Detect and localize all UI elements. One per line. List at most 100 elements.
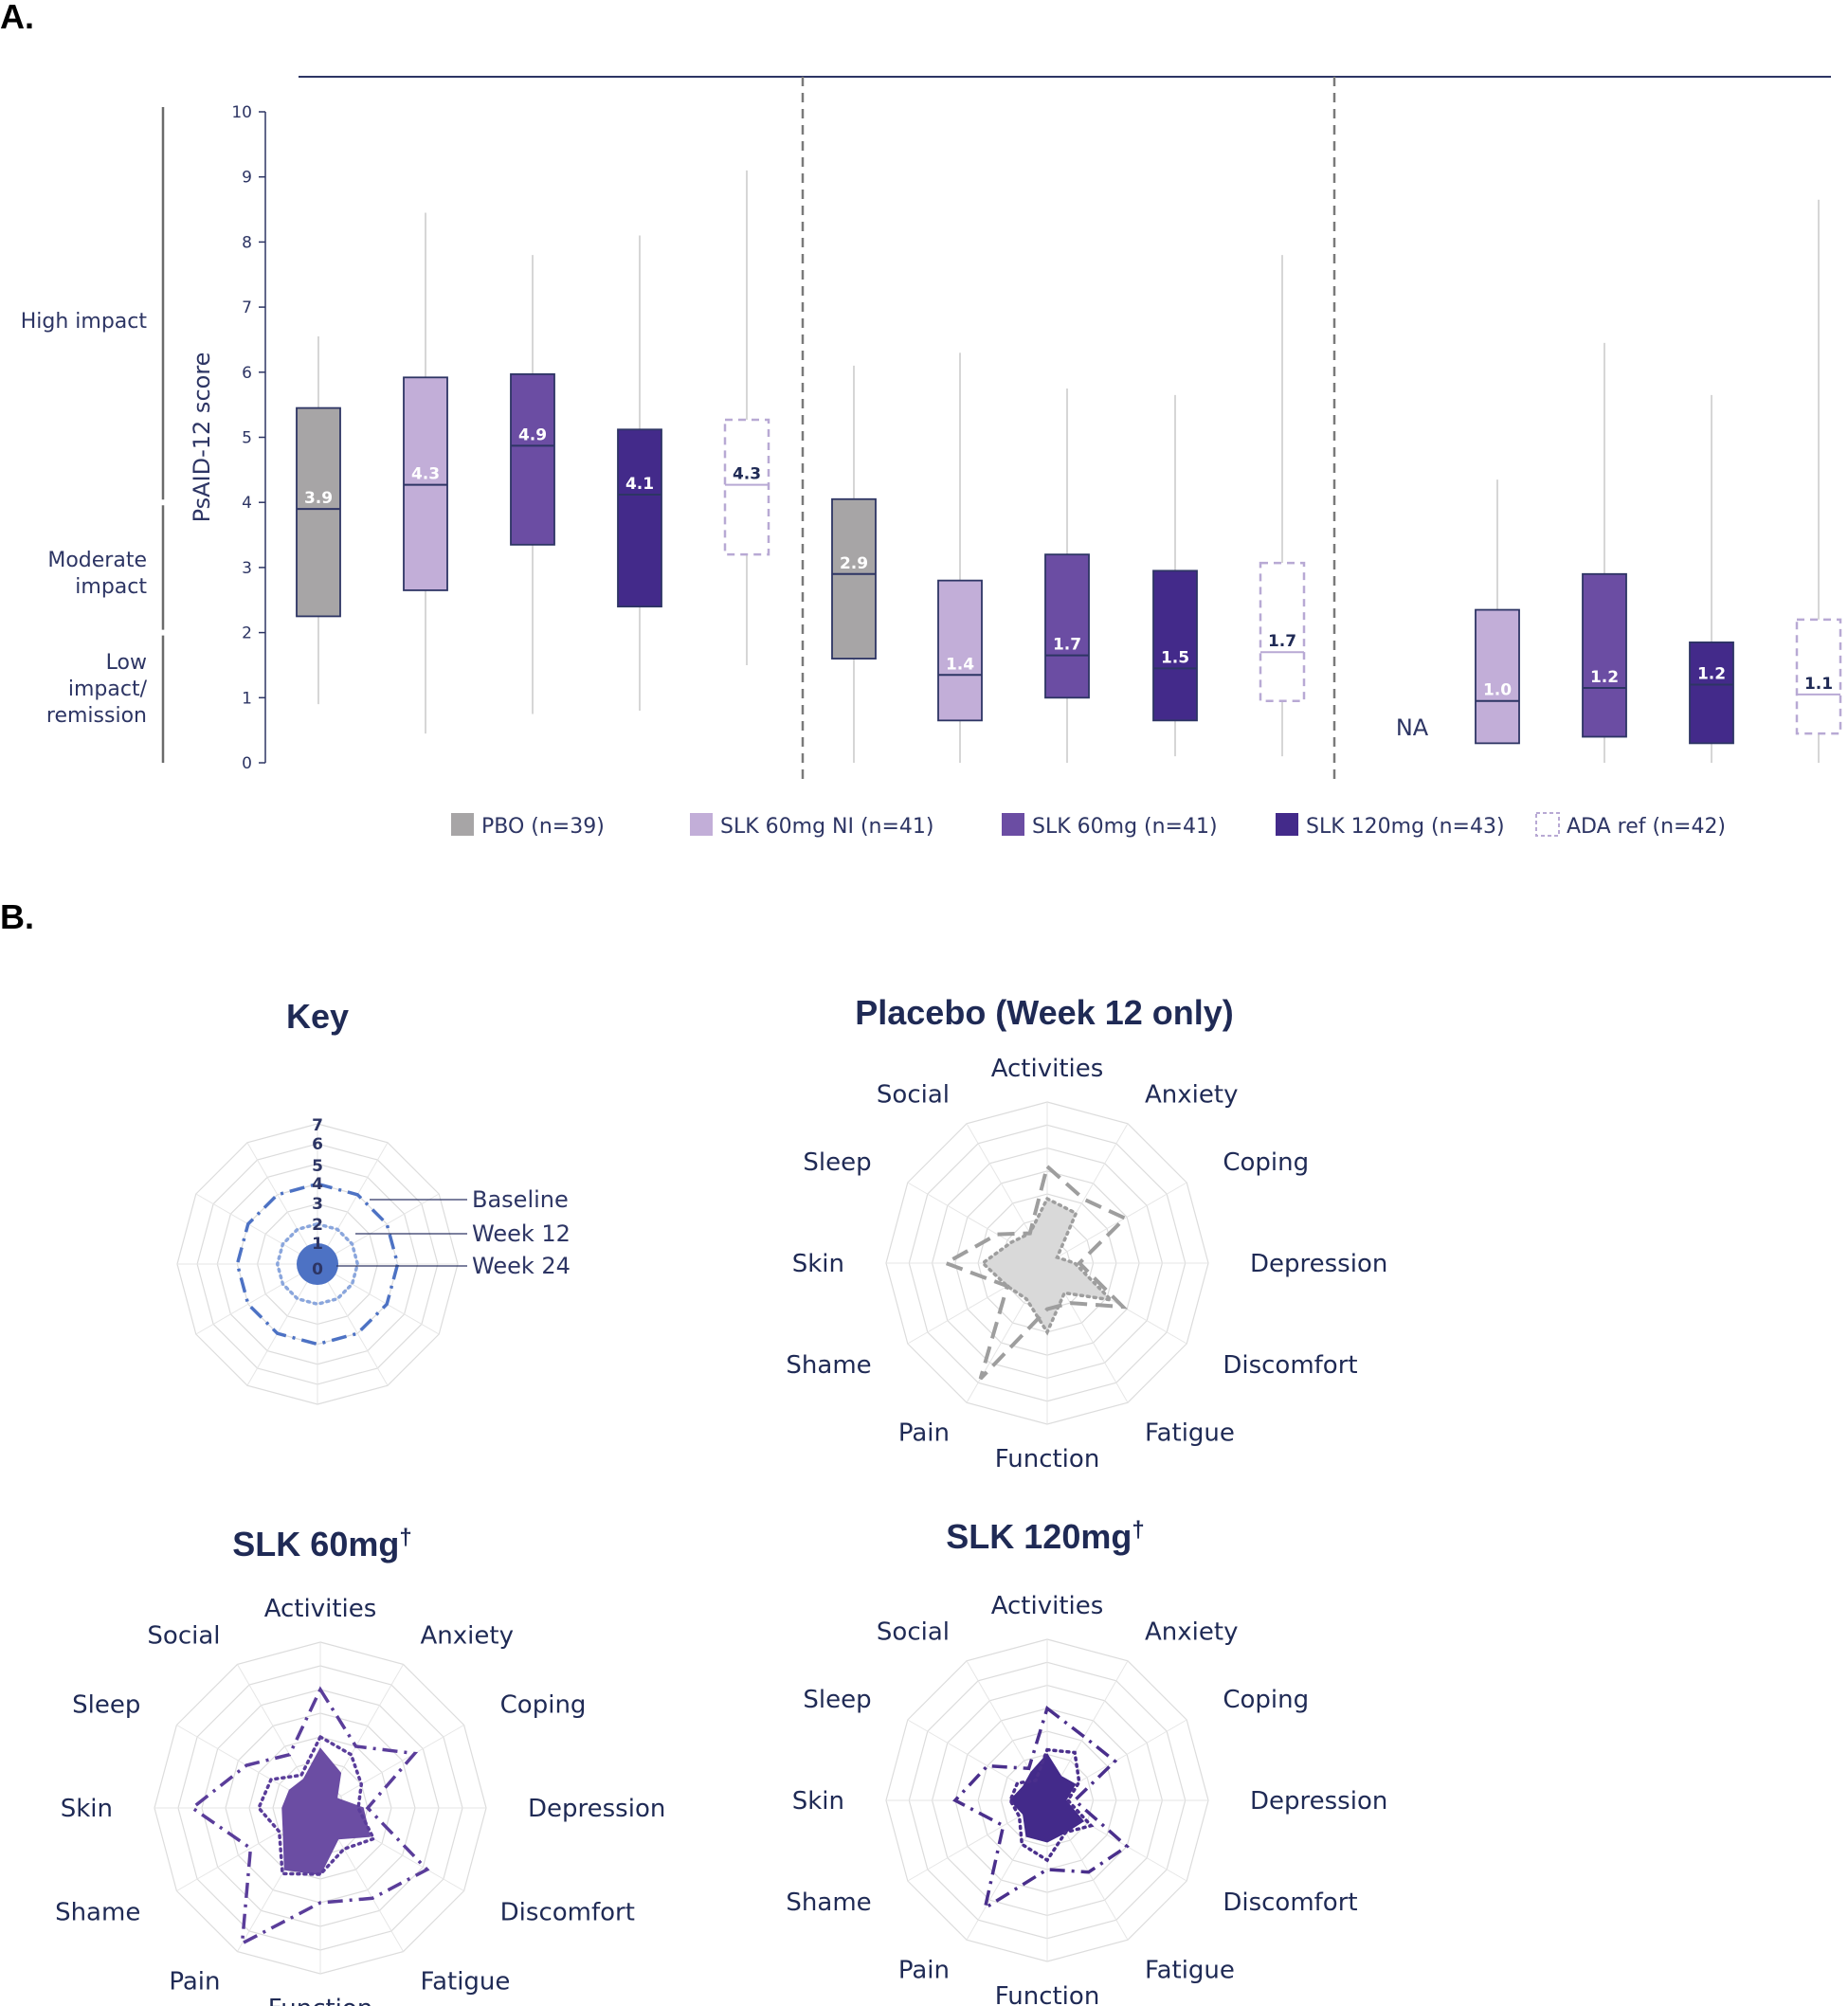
radar-axis-label: Shame xyxy=(786,1351,871,1380)
radar-spoke xyxy=(317,1263,389,1386)
box-iqr xyxy=(510,372,555,546)
y-tick-label: 9 xyxy=(242,169,252,188)
radar-series xyxy=(980,1196,1116,1336)
key-entry-label: Week 24 xyxy=(472,1253,571,1279)
radar-spoke xyxy=(246,1263,318,1386)
radar-spoke xyxy=(195,1193,318,1265)
y-tick-label: 1 xyxy=(242,689,252,708)
box-median-label: 4.1 xyxy=(625,475,654,494)
box-iqr xyxy=(1259,561,1306,702)
radar-axis-label: Fatigue xyxy=(421,1968,511,1997)
box-iqr xyxy=(831,497,877,660)
legend-label: ADA ref (n=42) xyxy=(1567,815,1726,839)
radar-axis-label: Anxiety xyxy=(421,1621,514,1650)
radar-axis-label: Pain xyxy=(898,1956,950,1984)
key-ring-series xyxy=(275,1221,360,1307)
legend-label: SLK 120mg (n=43) xyxy=(1306,815,1505,839)
y-tick-label: 2 xyxy=(242,624,252,643)
box-median-label: 3.9 xyxy=(304,489,333,508)
legend-swatch xyxy=(451,813,474,836)
legend-swatch xyxy=(1276,813,1298,836)
radar-title: Placebo (Week 12 only) xyxy=(855,993,1233,1032)
box-median-label: 1.0 xyxy=(1483,681,1512,700)
radar-axis-label: Activities xyxy=(991,1055,1104,1083)
radar-axis-label: Pain xyxy=(169,1968,220,1997)
box-iqr xyxy=(1689,642,1734,745)
radar-axis-label: Skin xyxy=(792,1787,844,1816)
key-entry-label: Week 12 xyxy=(472,1220,571,1247)
key-ring-label: 4 xyxy=(312,1175,323,1194)
radar-series xyxy=(1008,1747,1095,1863)
legend-swatch xyxy=(1535,812,1560,837)
impact-band-label: High impact xyxy=(21,310,148,334)
impact-band-label: impact xyxy=(75,575,147,599)
box-median-label: 4.3 xyxy=(411,465,440,484)
key-ring-label: 2 xyxy=(312,1216,323,1235)
box-median-label: 1.7 xyxy=(1268,632,1296,651)
box-iqr xyxy=(1582,572,1627,738)
box-iqr xyxy=(1044,553,1090,699)
legend-label: SLK 60mg (n=41) xyxy=(1032,815,1218,839)
box-iqr xyxy=(617,428,662,608)
key-week24-marker xyxy=(297,1243,338,1285)
radar-axis-label: Sleep xyxy=(72,1691,140,1720)
na-label: NA xyxy=(1396,714,1429,741)
radar-axis-label: Activities xyxy=(991,1592,1104,1620)
box-median-label: 4.9 xyxy=(518,425,547,444)
radar-axis-label: Anxiety xyxy=(1145,1618,1238,1647)
radar-axis-label: Social xyxy=(147,1621,220,1650)
key-ring-label: 3 xyxy=(312,1195,323,1214)
radar-axis-label: Depression xyxy=(1250,1787,1387,1816)
impact-band-label: impact/ xyxy=(68,678,148,701)
key-ring-label: 5 xyxy=(312,1157,323,1176)
radar-axis-label: Skin xyxy=(61,1795,113,1823)
radar-title: SLK 60mg† xyxy=(232,1525,411,1563)
radar-axis-label: Anxiety xyxy=(1145,1081,1238,1110)
radar-spoke xyxy=(319,1725,464,1809)
radar-axis-label: Skin xyxy=(792,1250,844,1278)
box-median-label: 1.2 xyxy=(1590,668,1619,687)
radar-axis-label: Sleep xyxy=(803,1686,871,1714)
boxplot-chart: 0 1 2 3 4 5 6 7 8 9 10 PsAID-12 score High impact Mod… xyxy=(21,76,1842,839)
radar-axis-label: Fatigue xyxy=(1145,1419,1235,1447)
box-median-label: 1.5 xyxy=(1161,648,1189,667)
panel-a-label: A. xyxy=(0,0,34,36)
box-iqr xyxy=(403,376,448,591)
radar-axis-label: Shame xyxy=(55,1899,140,1927)
key-ring-label: 0 xyxy=(312,1260,323,1279)
radar-spoke xyxy=(317,1263,440,1335)
radar-series xyxy=(952,1705,1130,1912)
key-ring-label: 6 xyxy=(312,1135,323,1154)
legend-swatch xyxy=(690,813,713,836)
impact-band-label: Low xyxy=(106,651,147,675)
box-median-label: 4.3 xyxy=(733,465,761,484)
radar-axis-label: Discomfort xyxy=(500,1899,635,1927)
radar-axis-label: Discomfort xyxy=(1223,1351,1357,1380)
radar-axis-label: Function xyxy=(995,1445,1100,1473)
radar-axis-label: Social xyxy=(877,1618,950,1647)
legend-label: SLK 60mg NI (n=41) xyxy=(720,815,934,839)
y-tick-label: 7 xyxy=(242,298,252,317)
radar-slk120-chart: SLK 120mg† Activities Anxiety Coping Depress… xyxy=(786,1517,1387,2006)
radar-spoke xyxy=(317,1142,389,1265)
box-iqr xyxy=(296,407,341,618)
radar-title: SLK 120mg† xyxy=(946,1517,1144,1556)
radar-axis-label: Coping xyxy=(500,1691,587,1720)
radar-spoke xyxy=(317,1193,440,1265)
box-median-label: 1.7 xyxy=(1053,636,1081,655)
box-iqr xyxy=(937,579,983,722)
y-tick-label: 10 xyxy=(231,103,252,122)
radar-series xyxy=(1009,1753,1085,1843)
radar-spoke xyxy=(246,1142,318,1265)
radar-axis-label: Activities xyxy=(264,1595,377,1623)
key-entry-label: Baseline xyxy=(472,1186,569,1213)
radar-series xyxy=(256,1734,376,1876)
y-tick-label: 4 xyxy=(242,494,252,513)
box-median-label: 2.9 xyxy=(840,554,868,573)
legend-swatch xyxy=(1002,813,1024,836)
y-tick-label: 6 xyxy=(242,364,252,383)
y-tick-label: 0 xyxy=(242,754,252,773)
box-median-label: 1.2 xyxy=(1697,665,1726,684)
box-iqr xyxy=(1475,608,1520,745)
